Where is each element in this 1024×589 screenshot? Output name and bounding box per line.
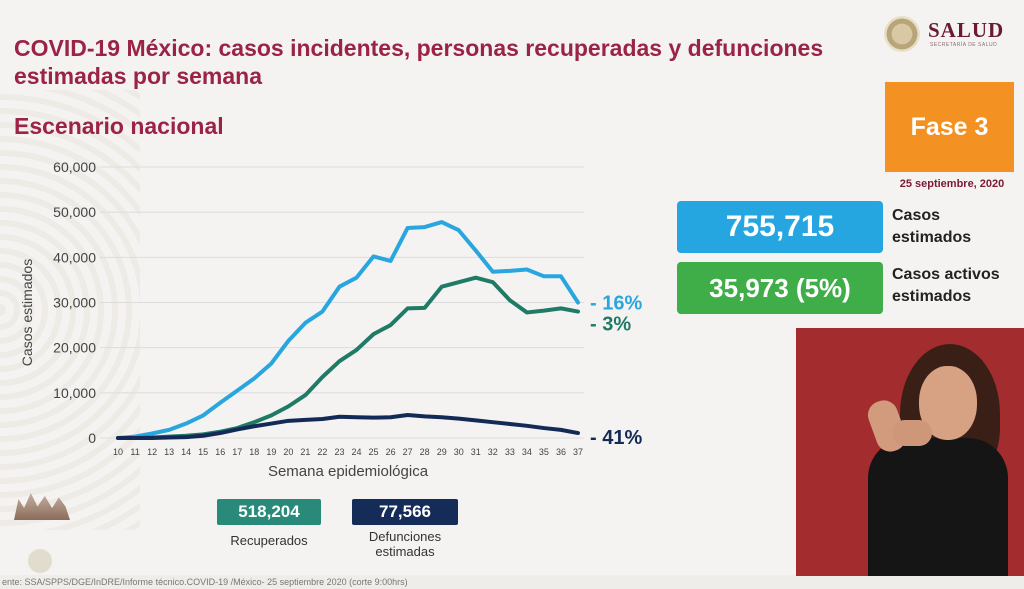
y-tick-label: 60,000 bbox=[53, 159, 96, 175]
x-tick-label: 20 bbox=[283, 447, 293, 457]
x-tick-label: 26 bbox=[386, 447, 396, 457]
x-tick-label: 32 bbox=[488, 447, 498, 457]
x-tick-label: 11 bbox=[130, 447, 139, 457]
x-tick-label: 17 bbox=[232, 447, 242, 457]
y-tick-label: 50,000 bbox=[53, 204, 96, 220]
footer-seal-icon bbox=[28, 549, 52, 573]
x-tick-label: 23 bbox=[334, 447, 344, 457]
x-tick-label: 22 bbox=[317, 447, 327, 457]
active-cases-label: Casos activos estimados bbox=[892, 264, 1024, 308]
x-tick-label: 31 bbox=[471, 447, 481, 457]
logo-subtext: SECRETARÍA DE SALUD bbox=[930, 42, 998, 48]
y-tick-label: 10,000 bbox=[53, 385, 96, 401]
y-tick-label: 20,000 bbox=[53, 340, 96, 356]
page-title: COVID-19 México: casos incidentes, perso… bbox=[14, 35, 824, 89]
recovered-label: Recuperados bbox=[230, 533, 308, 548]
x-tick-label: 30 bbox=[454, 447, 464, 457]
y-tick-label: 40,000 bbox=[53, 249, 96, 265]
x-tick-label: 28 bbox=[420, 447, 430, 457]
deaths-label-line1: Defunciones bbox=[368, 529, 442, 544]
deaths-label-line2: estimadas bbox=[375, 544, 435, 559]
x-tick-label: 36 bbox=[556, 447, 566, 457]
active-cases-value: 35,973 (5%) bbox=[677, 262, 883, 314]
series-line-recuperados bbox=[116, 275, 580, 440]
x-tick-label: 15 bbox=[198, 447, 208, 457]
x-tick-label: 24 bbox=[352, 447, 362, 457]
series-end-label-casos: - 16% bbox=[590, 293, 642, 315]
x-tick-label: 18 bbox=[249, 447, 259, 457]
x-tick-label: 33 bbox=[505, 447, 515, 457]
x-tick-label: 25 bbox=[369, 447, 379, 457]
cases-estimated-label: Casos estimados bbox=[892, 205, 1024, 249]
y-tick-label: 30,000 bbox=[53, 295, 96, 311]
cases-estimated-value: 755,715 bbox=[677, 201, 883, 253]
x-tick-label: 19 bbox=[266, 447, 276, 457]
active-cases-label-line1: Casos activos bbox=[892, 266, 1000, 283]
cases-estimated-label-line1: Casos bbox=[892, 207, 941, 224]
line-chart: 0 10,000 20,000 30,000 40,000 50,000 60,000 10 1… bbox=[19, 159, 642, 480]
page-subtitle: Escenario nacional bbox=[14, 113, 224, 139]
x-tick-label: 37 bbox=[573, 447, 583, 457]
series-end-label-recuperados: - 3% bbox=[590, 314, 631, 336]
seal-icon bbox=[884, 16, 920, 52]
series-end-label-defunciones: - 41% bbox=[590, 427, 642, 449]
recovered-total: 518,204 bbox=[217, 499, 321, 525]
x-tick-label: 16 bbox=[215, 447, 225, 457]
sign-language-interpreter-video bbox=[796, 328, 1024, 576]
phase-date: 25 septiembre, 2020 bbox=[899, 178, 1005, 190]
x-tick-label: 12 bbox=[147, 447, 157, 457]
series-line-casos bbox=[116, 220, 580, 440]
interpreter-body bbox=[868, 438, 1008, 576]
cases-estimated-label-line2: estimados bbox=[892, 229, 972, 246]
x-tick-label: 21 bbox=[300, 447, 310, 457]
x-tick-label: 14 bbox=[181, 447, 191, 457]
phase-badge: Fase 3 bbox=[885, 82, 1014, 172]
x-tick-label: 35 bbox=[539, 447, 549, 457]
salud-logo: SALUD SECRETARÍA DE SALUD bbox=[884, 16, 1020, 52]
y-axis-label: Casos estimados bbox=[19, 259, 35, 366]
background-pattern bbox=[0, 90, 140, 530]
interpreter-hand bbox=[892, 420, 932, 446]
deaths-total: 77,566 bbox=[352, 499, 458, 525]
source-footer: ente: SSA/SPPS/DGE/InDRE/Informe técnico… bbox=[0, 575, 1024, 589]
x-tick-label: 34 bbox=[522, 447, 532, 457]
x-axis-label: Semana epidemiológica bbox=[268, 463, 429, 480]
x-tick-label: 13 bbox=[164, 447, 174, 457]
deaths-label: Defunciones estimadas bbox=[345, 529, 465, 559]
x-tick-label: 27 bbox=[403, 447, 413, 457]
x-tick-label: 10 bbox=[113, 447, 123, 457]
x-tick-label: 29 bbox=[437, 447, 447, 457]
active-cases-label-line2: estimados bbox=[892, 288, 972, 305]
y-tick-label: 0 bbox=[88, 430, 96, 446]
logo-text: SALUD bbox=[928, 18, 1005, 42]
series-line-defunciones bbox=[116, 412, 580, 440]
